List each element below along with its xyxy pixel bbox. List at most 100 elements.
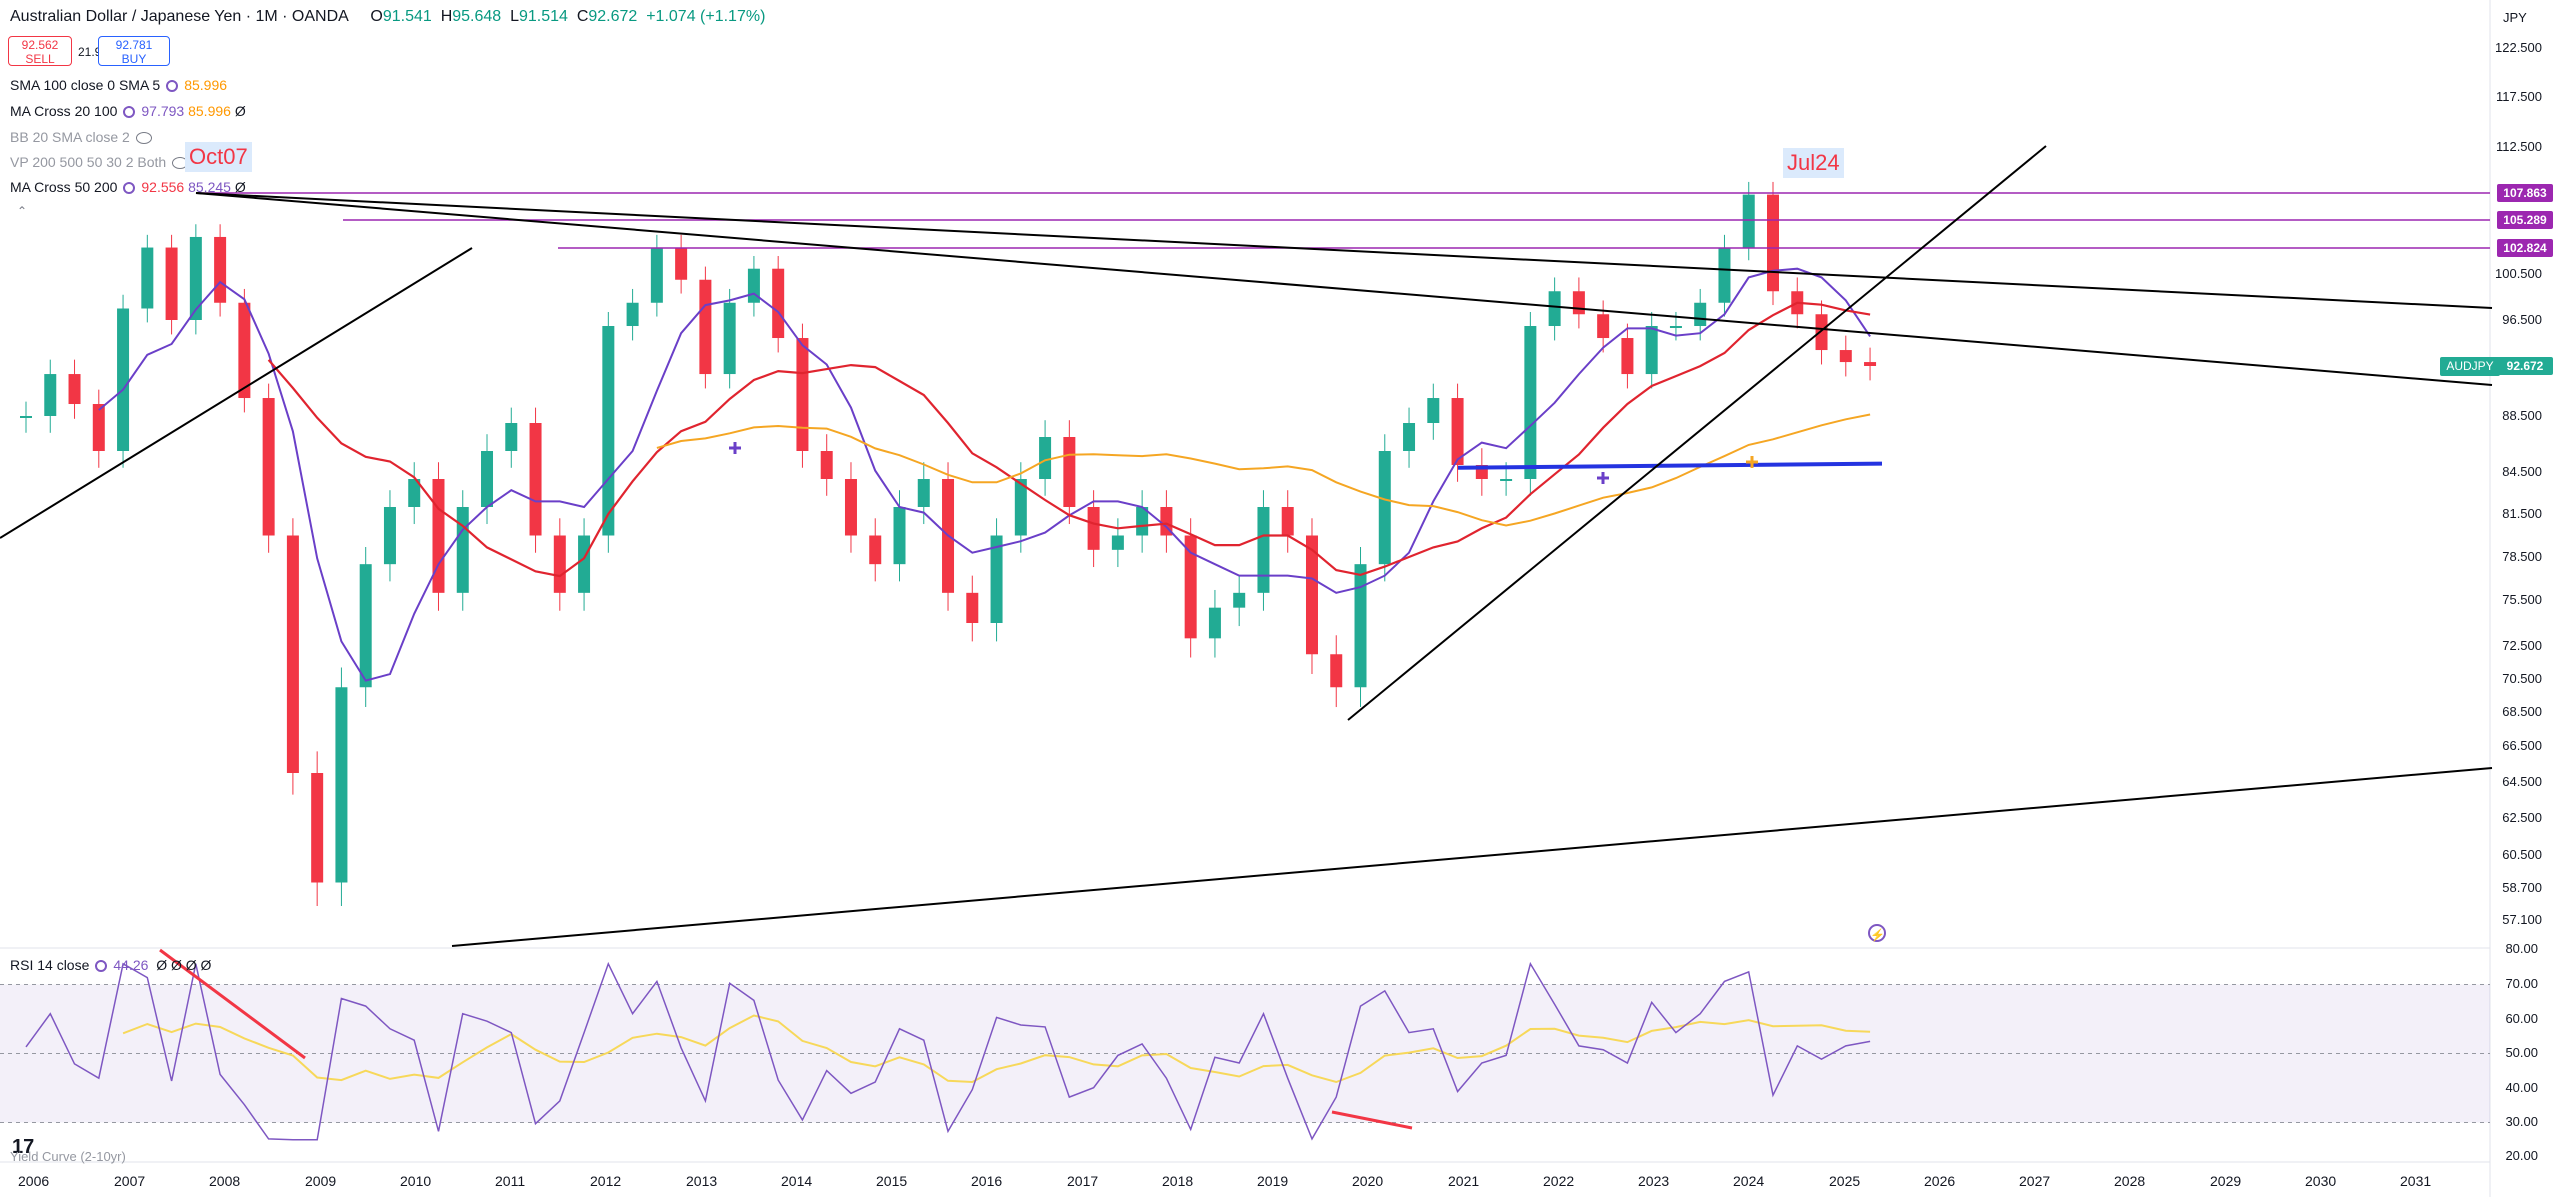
cross-marker — [729, 442, 741, 454]
rsi-divergence-line — [159, 948, 306, 1060]
candle-body — [214, 236, 227, 303]
candle-body — [1208, 607, 1221, 639]
rsi-tick: 40.00 — [2505, 1080, 2538, 1095]
candle-body — [1500, 479, 1513, 481]
candle-body — [1718, 247, 1731, 303]
indicator-sma100[interactable]: SMA 100 close 0 SMA 5 85.996 — [10, 77, 228, 93]
indicator-bb[interactable]: BB 20 SMA close 2 — [10, 129, 158, 145]
y-tick: 117.500 — [2495, 89, 2542, 104]
x-tick: 2015 — [876, 1173, 908, 1189]
spread-value: 21.9 — [78, 45, 102, 59]
candle-body — [359, 564, 372, 688]
ma-slow-line — [267, 301, 1871, 578]
candle-body — [1864, 362, 1877, 366]
settings-icon[interactable] — [123, 182, 136, 195]
symbol-title[interactable]: Australian Dollar / Japanese Yen · 1M · … — [10, 8, 348, 25]
y-tick: 81.500 — [2502, 506, 2542, 521]
y-tick: 122.500 — [2495, 40, 2542, 55]
hidden-eye-icon[interactable] — [135, 132, 152, 145]
candle-body — [432, 479, 445, 593]
x-tick: 2011 — [495, 1173, 526, 1189]
rsi-tick: 60.00 — [2505, 1011, 2538, 1026]
symbol-price-tag: AUDJPY — [2440, 357, 2500, 376]
x-tick: 2008 — [209, 1173, 241, 1189]
annotation-oct07[interactable]: Oct07 — [185, 142, 252, 172]
candle-body — [92, 404, 105, 451]
candle-body — [44, 374, 57, 416]
rsi-legend[interactable]: RSI 14 close 44.26 Ø Ø Ø Ø — [10, 957, 212, 973]
y-tick: 68.500 — [2502, 704, 2542, 719]
candle-body — [1597, 314, 1610, 339]
candle-body — [1184, 535, 1197, 639]
candle-body — [117, 308, 130, 451]
settings-icon[interactable] — [95, 960, 108, 973]
candle-body — [456, 507, 469, 593]
buy-button[interactable]: 92.781 BUY — [98, 36, 170, 66]
rsi-divergence-line — [1331, 1110, 1413, 1130]
indicator-ma-cross-20-100[interactable]: MA Cross 20 100 97.793 85.996 Ø — [10, 103, 246, 119]
candle-body — [675, 247, 688, 280]
price-tag-105: 105.289 — [2497, 211, 2553, 229]
rsi-band — [0, 984, 2490, 1123]
cross-marker — [1746, 456, 1758, 468]
candle-body — [408, 479, 421, 507]
x-tick: 2018 — [1162, 1173, 1194, 1189]
candle-body — [481, 451, 494, 507]
candle-body — [1136, 507, 1149, 536]
candle-body — [311, 773, 324, 883]
candle-body — [626, 302, 639, 327]
rsi-tick: 50.00 — [2505, 1045, 2538, 1060]
x-tick: 2022 — [1543, 1173, 1575, 1189]
rsi-tick: 70.00 — [2505, 976, 2538, 991]
candle-body — [1815, 314, 1828, 351]
candle-body — [966, 592, 979, 623]
candle-body — [1063, 437, 1076, 507]
y-tick: 72.500 — [2502, 638, 2542, 653]
candle-body — [238, 302, 251, 399]
candle-body — [1766, 194, 1779, 292]
x-tick: 2007 — [114, 1173, 146, 1189]
candle-body — [286, 535, 299, 773]
cross-marker — [1597, 472, 1609, 484]
settings-icon[interactable] — [166, 80, 179, 93]
candle-body — [990, 535, 1003, 623]
rsi-line — [25, 961, 1871, 1141]
candle-body — [893, 507, 906, 565]
settings-icon[interactable] — [123, 106, 136, 119]
currency-label: JPY — [2503, 10, 2527, 25]
candle-body — [772, 268, 785, 339]
sell-button[interactable]: 92.562 SELL — [8, 36, 72, 66]
indicator-ma-cross-50-200[interactable]: MA Cross 50 200 92.556 85.245 Ø — [10, 179, 246, 195]
tradingview-logo-icon[interactable]: 17 — [12, 1136, 35, 1158]
annotation-jul24[interactable]: Jul24 — [1783, 148, 1844, 178]
candle-body — [1354, 564, 1367, 688]
candle-body — [1427, 398, 1440, 423]
x-tick: 2026 — [1924, 1173, 1956, 1189]
candle-body — [1694, 302, 1707, 327]
collapse-legend-icon[interactable]: ⌃ — [16, 204, 28, 218]
y-tick: 96.500 — [2502, 312, 2542, 327]
x-tick: 2012 — [590, 1173, 622, 1189]
candle-body — [1621, 338, 1634, 375]
trendline-lower-resistance — [195, 192, 2493, 386]
x-tick: 2019 — [1257, 1173, 1289, 1189]
y-tick: 84.500 — [2502, 464, 2542, 479]
x-tick: 2006 — [18, 1173, 50, 1189]
candle-body — [1524, 326, 1537, 479]
y-tick: 62.500 — [2502, 810, 2542, 825]
candle-body — [699, 279, 712, 375]
trendline-2007-support — [0, 247, 473, 539]
yield-curve-legend[interactable]: Yield Curve (2-10yr) — [10, 1149, 126, 1164]
candle-body — [602, 326, 615, 536]
lightning-icon[interactable]: ⚡ — [1868, 924, 1886, 942]
x-tick: 2029 — [2210, 1173, 2242, 1189]
ohlc-readout: O91.541 H95.648 L91.514 C92.672 +1.074 (… — [370, 8, 766, 25]
candle-body — [1330, 654, 1343, 688]
x-tick: 2024 — [1733, 1173, 1765, 1189]
candle-body — [1160, 507, 1173, 536]
x-tick: 2017 — [1067, 1173, 1099, 1189]
candle-body — [1087, 507, 1100, 550]
indicator-vp[interactable]: VP 200 500 50 30 2 Both — [10, 154, 194, 170]
candle-body — [1257, 507, 1270, 593]
